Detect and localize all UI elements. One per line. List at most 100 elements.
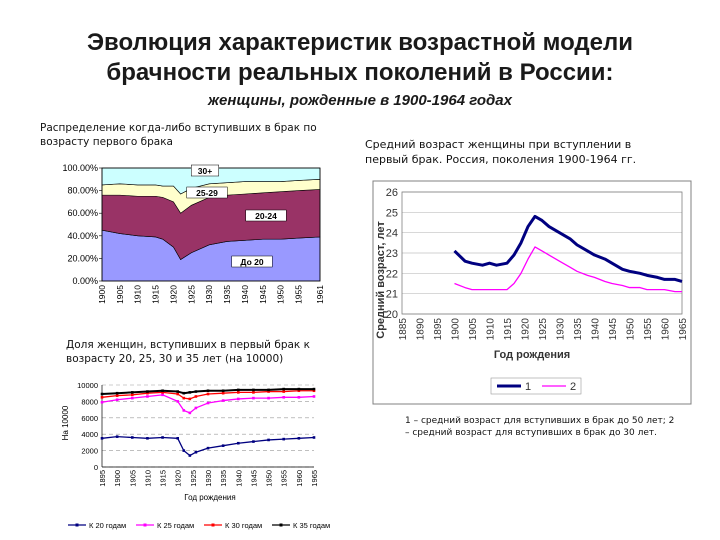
chart1-x-tick-label: 1930 (204, 285, 214, 304)
chart2-y-tick-label: 20 (386, 309, 398, 321)
chart2-y-ticks: 20 21 22 23 24 25 26 (386, 187, 398, 321)
chart3-point (267, 438, 270, 442)
chart3-point (282, 390, 286, 393)
chart3-y-tick-label: 4000 (81, 430, 98, 439)
chart2-x-tick-label: 1905 (468, 318, 479, 341)
chart2-x-tick-label: 1895 (433, 318, 444, 341)
chart3-point (206, 389, 210, 393)
chart3-point (130, 393, 134, 397)
chart2-x-tick-label: 1945 (608, 318, 619, 341)
chart1-x-tick-label: 1940 (240, 285, 250, 304)
chart1-area: 0.00% 20.00% 40.00% 60.00% 80.00% 100.00% 190… (62, 163, 325, 304)
chart3-series-lines (100, 387, 316, 457)
chart3-legend-label: К 35 годам (293, 521, 330, 530)
chart3-point (100, 437, 104, 440)
chart3-point (267, 388, 270, 392)
chart3-point (236, 397, 240, 401)
chart1-y-ticks: 0.00% 20.00% 40.00% 60.00% 80.00% 100.00% (62, 163, 102, 286)
chart2-x-tick-label: 1955 (643, 318, 654, 341)
chart3-y-ticks: 0 2000 4000 6000 8000 10000 (77, 381, 98, 472)
chart3-point (282, 396, 286, 399)
chart2-x-tick-label: 1890 (416, 318, 427, 341)
chart3-point (115, 391, 119, 395)
title-line-2: брачности реальных поколений в России: (106, 59, 614, 86)
chart2-frame (372, 180, 692, 405)
chart2-x-tick-label: 1925 (538, 318, 549, 341)
chart3-x-tick-label: 1965 (310, 470, 319, 487)
chart3-x-tick-label: 1920 (174, 470, 183, 487)
chart2-x-ticks: 1885 1890 1895 1900 1905 1910 1915 1920 1925 1930… (398, 318, 689, 341)
chart1-series-label-box (245, 209, 287, 222)
chart3-point (182, 391, 186, 395)
chart1-x-tick-label: 1915 (151, 285, 161, 304)
chart3-legend-label: К 20 годам (89, 521, 126, 530)
chart2-x-tick-label: 1935 (573, 318, 584, 341)
chart3-point (206, 392, 210, 396)
chart3-legend-marker (143, 523, 147, 527)
chart1-x-tick-label: 1900 (97, 285, 107, 304)
chart3-point (130, 391, 134, 394)
chart1-x-tick-label: 1945 (258, 285, 268, 304)
chart3-point (194, 395, 198, 398)
chart3-series-line (101, 436, 315, 457)
chart3-point (161, 436, 164, 439)
chart1-y-tick-label: 60.00% (67, 208, 98, 218)
chart3-point (176, 400, 180, 403)
chart2-footnote: 1 – средний возраст для вступивших в бра… (405, 416, 675, 438)
chart2-x-tick-label: 1960 (661, 318, 672, 341)
chart3-point (252, 440, 255, 443)
chart3-point (312, 387, 316, 391)
chart3-point (297, 437, 301, 440)
chart3-grid (101, 384, 314, 468)
chart1-y-tick-label: 80.00% (67, 186, 98, 196)
chart2-caption: Средний возраст женщины при вступлении в… (365, 138, 637, 166)
chart3-x-tick-label: 1915 (159, 470, 168, 487)
chart2-x-tick-label: 1920 (521, 318, 532, 341)
chart3-point (115, 394, 119, 397)
chart1-series-label: До 20 (240, 257, 263, 267)
chart3-point (194, 406, 198, 410)
chart3-point (252, 396, 255, 400)
chart2-x-tick-label: 1885 (398, 318, 409, 341)
chart3-point (115, 435, 119, 438)
chart3-point (182, 396, 186, 400)
chart3-y-tick-label: 10000 (77, 381, 98, 390)
chart1-y-tick-label: 0.00% (72, 276, 98, 286)
chart3-point (146, 395, 149, 398)
chart3-point (236, 391, 240, 394)
chart3-point (130, 396, 134, 400)
chart3-x-tick-label: 1930 (204, 470, 213, 487)
chart1-y-tick-label: 40.00% (67, 231, 98, 241)
chart3-point (176, 437, 180, 440)
chart3-x-tick-label: 1925 (189, 470, 198, 487)
chart1-y-tick-label: 100.00% (62, 163, 98, 173)
chart3-point (188, 454, 192, 457)
chart2-x-tick-label: 1930 (556, 318, 567, 341)
chart3-point (297, 387, 301, 391)
chart3-point (194, 390, 198, 393)
chart3-point (182, 449, 186, 452)
chart3-x-tick-label: 1895 (98, 470, 107, 487)
chart1-x-tick-label: 1955 (294, 285, 304, 304)
chart3-point (236, 441, 240, 445)
chart3-x-tick-label: 1935 (219, 470, 228, 487)
chart1-series-label: 30+ (198, 166, 212, 176)
chart1-series-label: 25-29 (196, 188, 218, 198)
chart3-point (221, 399, 225, 402)
chart3-x-ticks: 1895 1900 1905 1910 1915 1920 1925 1930 1935 1940… (98, 470, 319, 487)
chart3-point (297, 389, 301, 393)
chart1-series-label: 20-24 (255, 211, 277, 221)
chart2-y-tick-label: 23 (386, 248, 398, 260)
chart3-point (206, 446, 210, 450)
chart3-x-tick-label: 1950 (265, 470, 274, 487)
chart3-legend: К 20 годам К 25 годам К 30 годам К 35 годам (68, 521, 330, 530)
chart3-point (115, 398, 119, 402)
chart2-y-tick-label: 21 (386, 289, 398, 301)
chart1-caption: Распределение когда-либо вступивших в бр… (40, 122, 317, 148)
chart1-x-tick-label: 1935 (222, 285, 232, 304)
chart1-x-tick-label: 1950 (276, 285, 286, 304)
chart2-x-tick-label: 1915 (503, 318, 514, 341)
chart3-legend-label: К 30 годам (225, 521, 262, 530)
chart3-point (312, 395, 316, 398)
